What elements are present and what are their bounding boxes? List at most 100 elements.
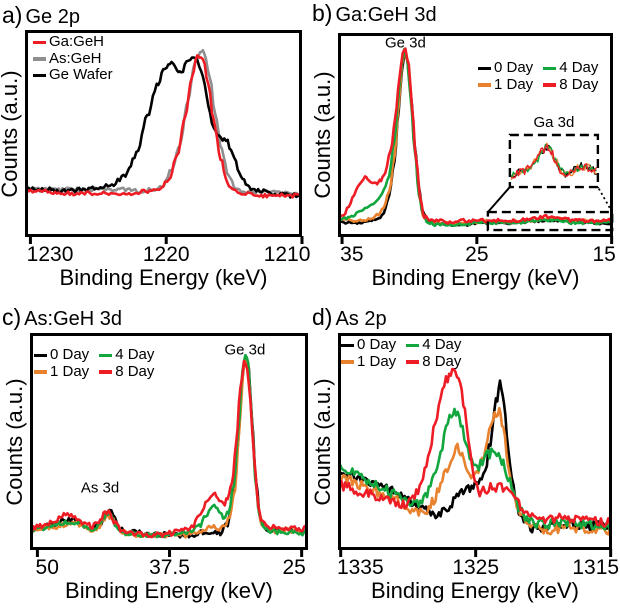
legend-item: 0 Day	[478, 59, 534, 77]
series-1 Day	[30, 358, 308, 539]
series-group	[338, 47, 613, 228]
spectrum-chart-c: As 3d Ge 3d	[0, 300, 310, 613]
series-8 Day	[338, 367, 612, 528]
panel-a-header: a) Ge 2p	[2, 2, 80, 29]
legend-label: 1 Day	[494, 75, 534, 93]
legend-item: 4 Day	[543, 59, 598, 77]
legend-item: Ge Wafer	[33, 66, 113, 84]
x-tick-label: 1220	[142, 243, 190, 266]
legend-item: 1 Day	[341, 352, 397, 371]
y-axis-label: Counts (a.u.)	[310, 377, 335, 506]
series-0 Day	[30, 354, 308, 539]
panel-d-header: d) As 2p	[312, 304, 387, 331]
legend-label: Ge Wafer	[49, 66, 113, 83]
legend-label: 4 Day	[422, 336, 462, 353]
y-axis-label: Counts (a.u.)	[0, 69, 22, 198]
legend-item: 0 Day	[341, 336, 396, 354]
series-8 Day	[30, 359, 308, 539]
legend-swatch-orange	[34, 370, 47, 374]
panel-title: Ga:GeH 3d	[335, 4, 437, 26]
legend-label: Ga:GeH	[49, 33, 105, 50]
series-0 Day	[338, 379, 612, 534]
legend-label: 8 Day	[422, 352, 462, 370]
legend: 0 Day 1 Day 4 Day 8 Day	[34, 346, 155, 381]
legend-item: 8 Day	[406, 352, 462, 371]
inset-source-box	[486, 210, 614, 232]
plot-border	[338, 333, 612, 550]
x-tick-label: 37.5	[149, 556, 190, 579]
x-tick-label: 50	[35, 556, 59, 579]
legend-swatch-black	[478, 66, 491, 70]
panel-title: As:GeH 3d	[24, 308, 122, 330]
plot-border	[25, 30, 302, 237]
x-tick-label: 1210	[263, 243, 311, 266]
panel-letter: b)	[312, 0, 333, 26]
plot-area-c: As 3d Ge 3d	[30, 333, 308, 557]
inset-box	[508, 133, 600, 189]
legend-swatch-orange	[341, 360, 354, 364]
legend-swatch-red	[543, 83, 557, 87]
legend-swatch-green	[99, 353, 113, 357]
legend-label: 8 Day	[559, 75, 599, 93]
legend-swatch-red	[406, 360, 420, 364]
legend-label: As:GeH	[49, 49, 102, 67]
panel-c-header: c) As:GeH 3d	[2, 304, 122, 331]
legend-label: 0 Day	[50, 346, 90, 363]
legend-label: 1 Day	[357, 352, 397, 370]
legend-item: 1 Day	[34, 362, 90, 381]
x-tick-label: 25	[465, 243, 489, 266]
legend-swatch-black	[34, 353, 47, 357]
series-Ge Wafer	[25, 56, 302, 199]
x-tick-label: 35	[340, 243, 364, 266]
panel-letter: c)	[2, 304, 22, 330]
panel-b: b) Ga:GeH 3d Counts (a.u.) Binding Energy…	[310, 0, 620, 300]
legend-label: 0 Day	[494, 59, 534, 76]
plot-area-d	[338, 333, 613, 557]
plot-border	[30, 333, 308, 550]
legend: 0 Day 1 Day 4 Day 8 Day	[341, 336, 462, 371]
legend-item: 4 Day	[99, 346, 155, 364]
panel-letter: d)	[312, 304, 333, 330]
peak-label: As 3d	[81, 479, 119, 496]
panel-title: As 2p	[335, 308, 387, 330]
series-4 Day	[30, 353, 308, 539]
spectrum-chart-a	[0, 0, 310, 300]
series-group	[338, 367, 612, 536]
legend-swatch-black	[341, 343, 354, 347]
legend-item: 4 Day	[406, 336, 462, 354]
legend-item: 0 Day	[34, 346, 90, 364]
panel-c: c) As:GeH 3d Counts (a.u.) Binding Energy…	[0, 300, 310, 613]
x-tick-label: 15	[592, 243, 616, 266]
x-tick-label: 1230	[26, 243, 74, 266]
x-axis-label: Binding Energy (keV)	[65, 578, 273, 603]
series-1 Day	[338, 406, 612, 536]
panel-b-header: b) Ga:GeH 3d	[312, 0, 437, 27]
inset-connector-left	[487, 186, 511, 213]
panel-title: Ge 2p	[25, 6, 80, 28]
plot-area-a	[25, 30, 304, 244]
panel-a: a) Ge 2p Counts (a.u.) Binding Energy (ke…	[0, 0, 310, 300]
series-group	[30, 353, 308, 539]
x-axis-label: Binding Energy (keV)	[371, 578, 579, 603]
series-8 Day	[338, 47, 613, 225]
legend-swatch-orange	[478, 83, 491, 87]
legend-item: Ga:GeH	[33, 33, 113, 51]
plot-border	[338, 33, 613, 237]
legend-swatch-red	[33, 40, 46, 44]
legend-swatch-green	[543, 66, 557, 70]
legend: Ga:GeH As:GeH Ge Wafer	[33, 33, 113, 84]
panel-letter: a)	[2, 2, 23, 28]
x-axis-label: Binding Energy (keV)	[371, 265, 580, 290]
x-tick-label: 1335	[336, 556, 384, 579]
series-4 Day	[338, 47, 613, 228]
legend: 0 Day 1 Day 4 Day 8 Day	[478, 59, 599, 94]
legend-label: 8 Day	[115, 362, 155, 380]
legend-label: 4 Day	[115, 346, 155, 363]
y-axis-label: Counts (a.u.)	[2, 377, 27, 506]
legend-item: 1 Day	[478, 75, 534, 94]
legend-swatch-gray	[33, 57, 46, 61]
peak-label: Ge 3d	[385, 35, 426, 52]
legend-label: 1 Day	[50, 362, 90, 380]
series-4 Day	[338, 407, 612, 532]
